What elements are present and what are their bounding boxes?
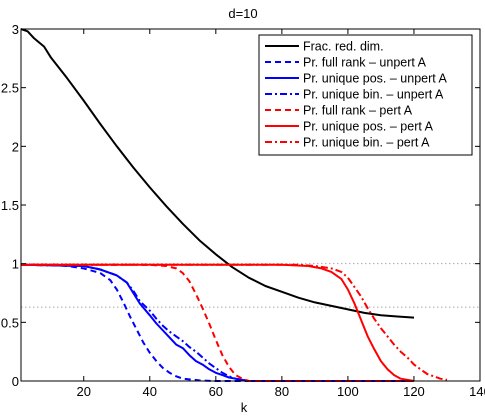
x-tick-label: 100 — [337, 384, 359, 399]
series-line-3 — [20, 263, 414, 382]
y-tick-label: 1.5 — [1, 198, 19, 213]
x-axis-label: k — [241, 400, 248, 415]
series-line-7 — [21, 263, 448, 381]
legend-label-5: Pr. full rank – pert A — [303, 104, 413, 118]
series-line-6 — [21, 263, 415, 382]
x-tick-label: 140 — [469, 384, 485, 399]
legend-label-7: Pr. unique bin. – pert A — [303, 136, 430, 150]
y-tick-label: 1 — [12, 257, 19, 272]
y-tick-label: 3 — [12, 22, 19, 37]
x-tick-label: 120 — [403, 384, 425, 399]
x-tick-label: 20 — [77, 384, 91, 399]
legend-label-1: Frac. red. dim. — [303, 40, 384, 54]
x-tick-label: 80 — [275, 384, 289, 399]
x-tick-label: 40 — [143, 384, 157, 399]
legend-label-3: Pr. unique pos. – unpert A — [303, 72, 448, 86]
chart-title: d=10 — [228, 6, 257, 21]
plot-area — [20, 28, 480, 382]
series-line-2 — [21, 263, 414, 382]
legend-label-4: Pr. unique bin. – unpert A — [303, 88, 444, 102]
series-line-1 — [20, 28, 415, 319]
y-tick-label: 0.5 — [1, 315, 19, 330]
x-tick-label: 60 — [209, 384, 223, 399]
legend: Frac. red. dim. Pr. full rank – unpert A P… — [258, 34, 473, 156]
y-tick-label: 0 — [12, 374, 19, 389]
y-tick-label: 2 — [12, 139, 19, 154]
legend-label-6: Pr. unique pos. – pert A — [303, 120, 434, 134]
y-tick-label: 2.5 — [1, 81, 19, 96]
series-line-4 — [20, 263, 414, 382]
legend-label-2: Pr. full rank – unpert A — [303, 56, 427, 70]
legend-box — [258, 34, 473, 156]
series-line-5 — [21, 263, 414, 382]
axes: 20 40 60 80 100 120 140 0 0.5 1 1.5 2 2.5 3 — [1, 22, 485, 399]
